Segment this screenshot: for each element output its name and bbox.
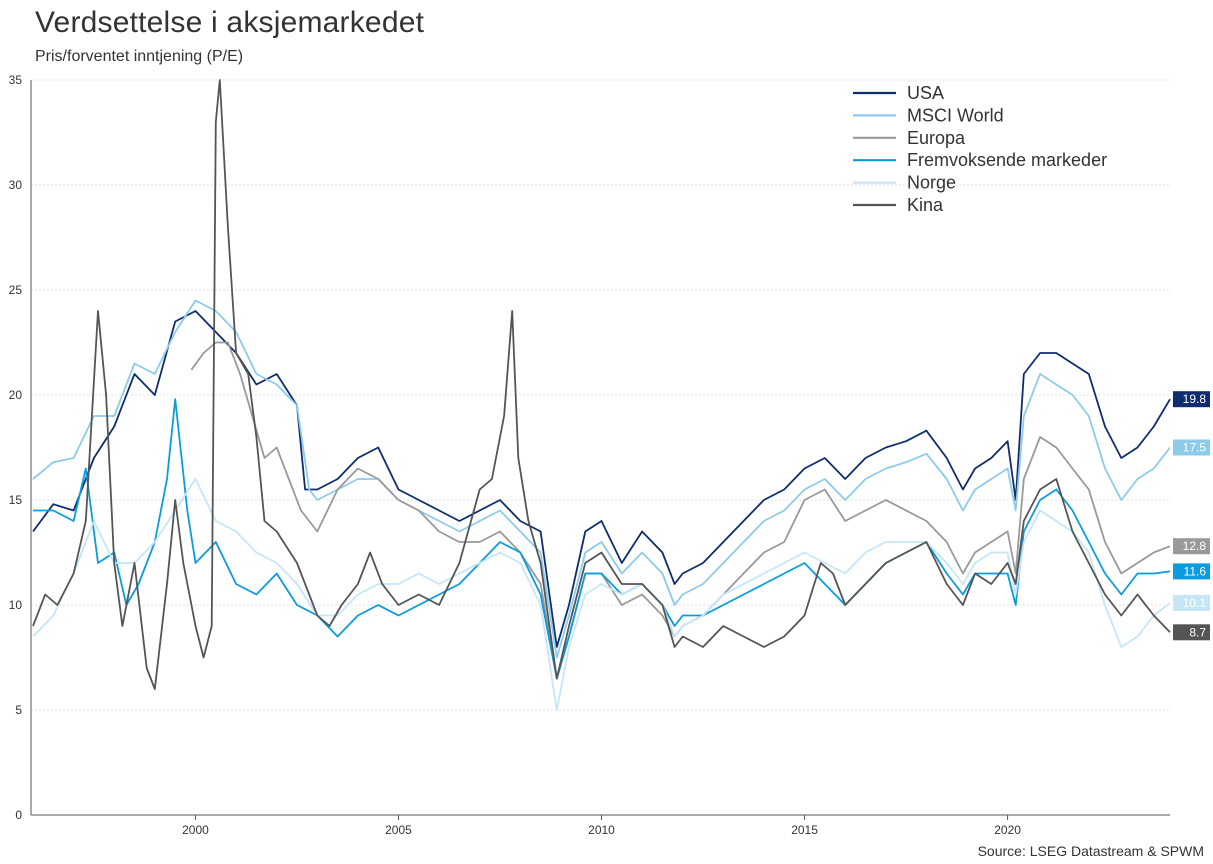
x-tick-label: 2010 <box>588 823 615 837</box>
end-labels: 19.8 17.5 12.8 11.6 10.1 8.7 <box>1173 391 1210 641</box>
source-note: Source: LSEG Datastream & SPWM <box>977 843 1204 859</box>
end-label-box <box>1173 594 1210 611</box>
grid-lines <box>31 79 1170 711</box>
end-label-value: 19.8 <box>1183 392 1207 406</box>
legend-label: Norge <box>907 173 956 193</box>
y-tick-label: 25 <box>9 283 23 297</box>
axes: 0 5 10 15 20 25 30 35 2000 2005 2010 2015 2020 <box>9 73 1170 837</box>
end-label-box <box>1173 391 1210 408</box>
end-label-box <box>1173 624 1210 641</box>
y-tick-label: 20 <box>9 388 23 402</box>
x-tick-label: 2000 <box>182 823 209 837</box>
x-tick-label: 2015 <box>791 823 818 837</box>
legend-label: MSCI World <box>907 105 1004 125</box>
legend-label: Europa <box>907 128 966 148</box>
series-line-fremvoksende-markeder <box>33 398 1171 680</box>
series-line-kina <box>32 79 1171 690</box>
end-label-value: 11.6 <box>1184 564 1207 578</box>
end-label-value: 10.1 <box>1183 596 1207 610</box>
legend-label: Fremvoksende markeder <box>907 150 1107 170</box>
end-label-value: 12.8 <box>1183 539 1207 553</box>
y-tick-label: 15 <box>9 493 23 507</box>
series-line-norge <box>32 478 1171 711</box>
end-label-value: 17.5 <box>1183 441 1207 455</box>
legend-label: Kina <box>907 195 944 215</box>
series-line-msci-world <box>32 299 1171 659</box>
x-tick-label: 2020 <box>994 823 1021 837</box>
end-label-value: 8.7 <box>1189 625 1206 639</box>
y-tick-label: 10 <box>9 598 23 612</box>
y-tick-label: 35 <box>9 73 23 87</box>
series-lines <box>32 79 1171 711</box>
y-tick-label: 0 <box>15 808 22 822</box>
y-tick-label: 30 <box>9 178 23 192</box>
legend-label: USA <box>907 83 944 103</box>
chart-subtitle: Pris/forventet inntjening (P/E) <box>35 48 244 65</box>
end-label-box <box>1173 538 1210 555</box>
series-line-usa <box>32 310 1171 648</box>
y-tick-label: 5 <box>15 703 22 717</box>
x-tick-label: 2005 <box>385 823 412 837</box>
end-label-box <box>1173 563 1210 580</box>
end-label-box <box>1173 439 1210 456</box>
chart-title: Verdsettelse i aksjemarkedet <box>35 6 425 39</box>
